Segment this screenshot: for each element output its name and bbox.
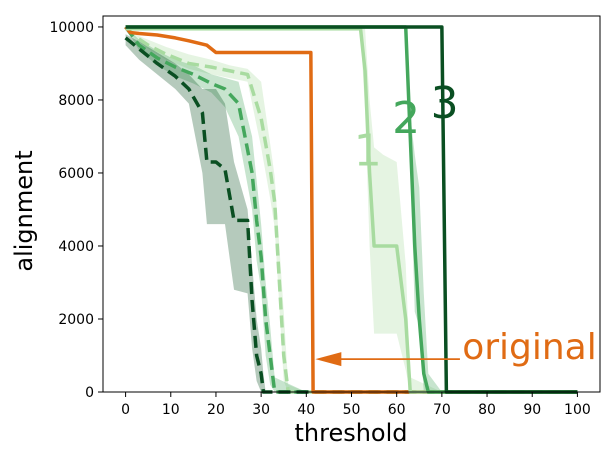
y-axis-ticks: 0 2000 4000 6000 8000 10000 <box>49 20 103 401</box>
arrow-head <box>315 352 342 367</box>
x-tick-label: 20 <box>207 402 225 418</box>
annotation-label: 2 <box>392 93 420 144</box>
annotation-label: 3 <box>431 78 459 129</box>
x-tick-label: 40 <box>297 402 315 418</box>
y-tick-label: 10000 <box>49 20 94 36</box>
confidence-bands <box>125 26 578 393</box>
x-axis-label: threshold <box>294 419 407 447</box>
y-tick-label: 2000 <box>58 312 94 328</box>
x-tick-label: 80 <box>478 402 496 418</box>
x-tick-label: 50 <box>343 402 361 418</box>
annotation-label: 1 <box>354 126 382 177</box>
y-tick-label: 0 <box>85 385 94 401</box>
y-tick-label: 6000 <box>58 166 94 182</box>
x-axis-ticks: 0 10 20 30 40 50 60 70 80 90 100 <box>121 392 591 418</box>
x-tick-label: 90 <box>523 402 541 418</box>
annotations: 12 3 original <box>315 78 597 368</box>
x-tick-label: 100 <box>564 402 591 418</box>
y-tick-label: 4000 <box>58 239 94 255</box>
y-tick-label: 8000 <box>58 93 94 109</box>
annotation-label: original <box>462 327 597 368</box>
y-axis-label: alignment <box>10 150 38 271</box>
x-tick-label: 0 <box>121 402 130 418</box>
band-series-7 <box>125 34 578 392</box>
x-tick-label: 60 <box>388 402 406 418</box>
x-tick-label: 70 <box>433 402 451 418</box>
x-tick-label: 10 <box>162 402 180 418</box>
x-tick-label: 30 <box>252 402 270 418</box>
band-series-6 <box>125 26 578 393</box>
